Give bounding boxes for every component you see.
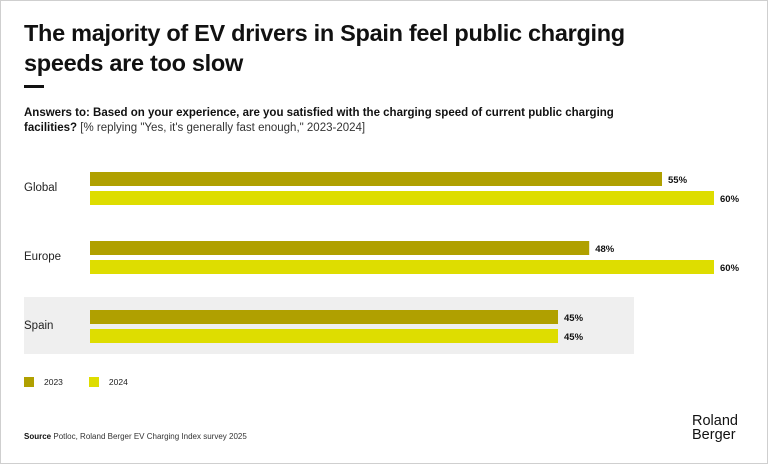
logo-line-2: Berger: [692, 427, 736, 443]
legend: 2023 2024: [24, 377, 128, 387]
source-text: Potloc, Roland Berger EV Charging Index …: [53, 432, 247, 441]
category-label-spain: Spain: [24, 320, 53, 332]
value-label-spain-2024: 45%: [564, 332, 584, 343]
legend-swatch-2024: [88, 377, 99, 387]
source-note: Source Potloc, Roland Berger EV Charging…: [24, 432, 247, 441]
value-label-global-2023: 55%: [668, 175, 688, 186]
survey-question: Answers to: Based on your experience, ar…: [24, 107, 614, 134]
bar-europe-2024: [90, 260, 714, 274]
legend-label-2024: 2024: [108, 377, 128, 387]
bar-global-2024: [90, 191, 714, 205]
source-label: Source: [24, 432, 52, 441]
logo-line-1: Roland: [692, 413, 738, 429]
highlight-box-spain: [24, 297, 634, 354]
legend-item-2023: 2023: [24, 377, 63, 387]
value-label-europe-2024: 60%: [720, 263, 740, 274]
bar-spain-2023: [90, 310, 558, 324]
legend-label-2023: 2023: [44, 377, 63, 387]
roland-berger-logo: Roland Berger: [692, 413, 744, 443]
title-rule: [24, 85, 44, 88]
value-label-global-2024: 60%: [720, 194, 740, 205]
chart-subtitle: Answers to: Based on your experience, ar…: [24, 106, 664, 136]
category-label-global: Global: [24, 182, 57, 194]
value-label-spain-2023: 45%: [564, 313, 584, 324]
chart-title: The majority of EV drivers in Spain feel…: [24, 20, 625, 76]
bar-global-2023: [90, 172, 662, 186]
value-label-europe-2023: 48%: [595, 244, 615, 255]
category-label-europe: Europe: [24, 251, 61, 263]
legend-item-2024: 2024: [88, 377, 128, 387]
bar-europe-2023: [90, 241, 590, 255]
legend-swatch-2023: [24, 377, 34, 387]
survey-note: [% replying "Yes, it's generally fast en…: [80, 122, 366, 134]
bar-spain-2024: [90, 329, 558, 343]
